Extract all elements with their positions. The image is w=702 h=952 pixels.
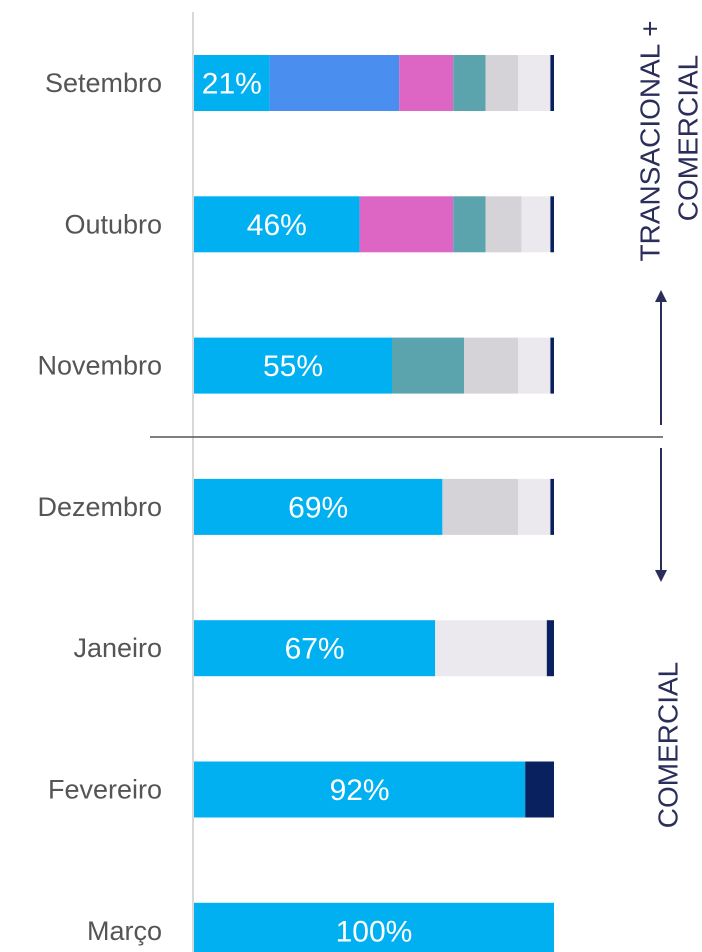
category-label: Janeiro [73, 633, 162, 663]
annotation: COMERCIAL [653, 662, 684, 828]
bar-segment [464, 337, 518, 394]
bar-segment [453, 55, 486, 111]
bar-segment [485, 55, 518, 111]
bar-segment [550, 337, 554, 394]
bar-segment [518, 337, 551, 394]
bar-segment [392, 337, 464, 394]
arrow-head [655, 570, 667, 582]
value-label: 46% [247, 209, 307, 242]
bar-segment [550, 478, 554, 535]
arrow-head [655, 290, 667, 302]
bar-segment [518, 55, 551, 111]
value-label: 55% [263, 350, 323, 383]
category-label: Setembro [45, 68, 162, 98]
bar-segment [521, 196, 551, 253]
bar-segment [525, 761, 554, 818]
category-label: Outubro [64, 209, 162, 239]
bar-segment [399, 55, 454, 111]
bar-segment [194, 478, 443, 535]
category-label: Dezembro [37, 492, 162, 522]
value-label: 92% [330, 774, 390, 807]
bar-segment [269, 55, 400, 111]
value-label: 69% [288, 491, 348, 524]
annotation: COMERCIAL [673, 55, 702, 221]
bar-segment [194, 761, 526, 818]
bar-segment [194, 620, 436, 677]
value-label: 21% [202, 68, 262, 101]
bar-segment [485, 196, 522, 253]
value-label: 67% [285, 633, 345, 666]
bar-segment [453, 196, 486, 253]
bar-segment [194, 55, 270, 111]
bar-segment [442, 478, 518, 535]
category-label: Fevereiro [48, 775, 162, 805]
bar-segment [518, 478, 551, 535]
bar-segment [546, 620, 554, 677]
bar-segment [194, 902, 554, 952]
bar-segment [194, 196, 360, 253]
bar-segment [194, 337, 392, 394]
annotation: TRANSACIONAL + [635, 21, 666, 262]
category-label: Março [87, 916, 162, 946]
value-label: 100% [336, 915, 413, 948]
bar-segment [550, 196, 554, 253]
bar-segment [359, 196, 454, 253]
bar-segment [435, 620, 547, 677]
category-label: Novembro [37, 351, 162, 381]
bar-segment [550, 55, 554, 111]
